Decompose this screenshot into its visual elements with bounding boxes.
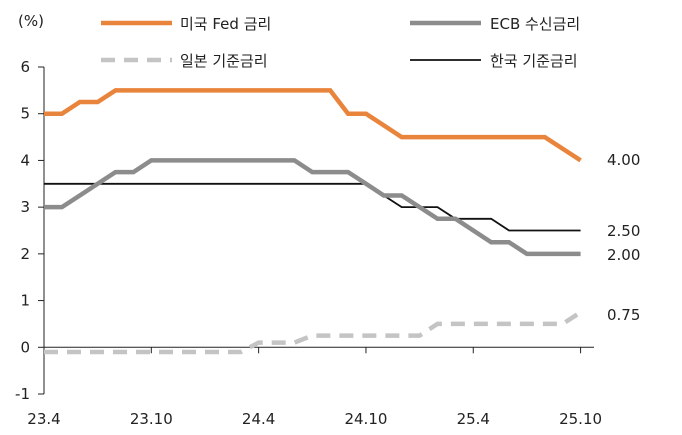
- series-lines: [44, 88, 582, 355]
- x-axis: 23.4 23.10 24.4 24.10 25.4 25.10: [27, 346, 602, 428]
- y-tick-label: 2: [20, 245, 30, 263]
- legend-label: 일본 기준금리: [180, 52, 268, 70]
- series-line-3: [44, 310, 582, 355]
- y-tick-label: 4: [20, 151, 30, 169]
- unit-label: (%): [18, 12, 44, 30]
- end-value-label: 4.00: [607, 151, 640, 169]
- end-value-label: 2.00: [607, 246, 640, 264]
- y-tick-label: 0: [20, 338, 30, 356]
- end-labels: 4.00 2.00 0.75 2.50: [607, 151, 640, 324]
- series-line-2: [44, 158, 581, 257]
- series-line-1: [44, 88, 582, 163]
- y-tick-label: -1: [15, 385, 30, 403]
- x-tick-label: 24.4: [242, 410, 275, 428]
- legend-label: 미국 Fed 금리: [180, 15, 271, 33]
- y-tick-label: 1: [20, 292, 30, 310]
- x-tick-label: 23.4: [27, 410, 60, 428]
- end-value-label: 0.75: [607, 306, 640, 324]
- y-tick-label: 3: [20, 198, 30, 216]
- x-tick-label: 25.10: [559, 410, 602, 428]
- y-tick-label: 5: [20, 105, 30, 123]
- x-tick-label: 24.10: [344, 410, 387, 428]
- x-tick-label: 25.4: [457, 410, 490, 428]
- legend-label: ECB 수신금리: [490, 15, 580, 33]
- y-axis: 6 5 4 3 2 1 0 -1: [15, 58, 45, 403]
- end-value-label: 2.50: [607, 222, 640, 240]
- legend-label: 한국 기준금리: [490, 52, 578, 70]
- y-tick-label: 6: [20, 58, 30, 76]
- x-tick-label: 23.10: [130, 410, 173, 428]
- series-line-4: [44, 182, 581, 232]
